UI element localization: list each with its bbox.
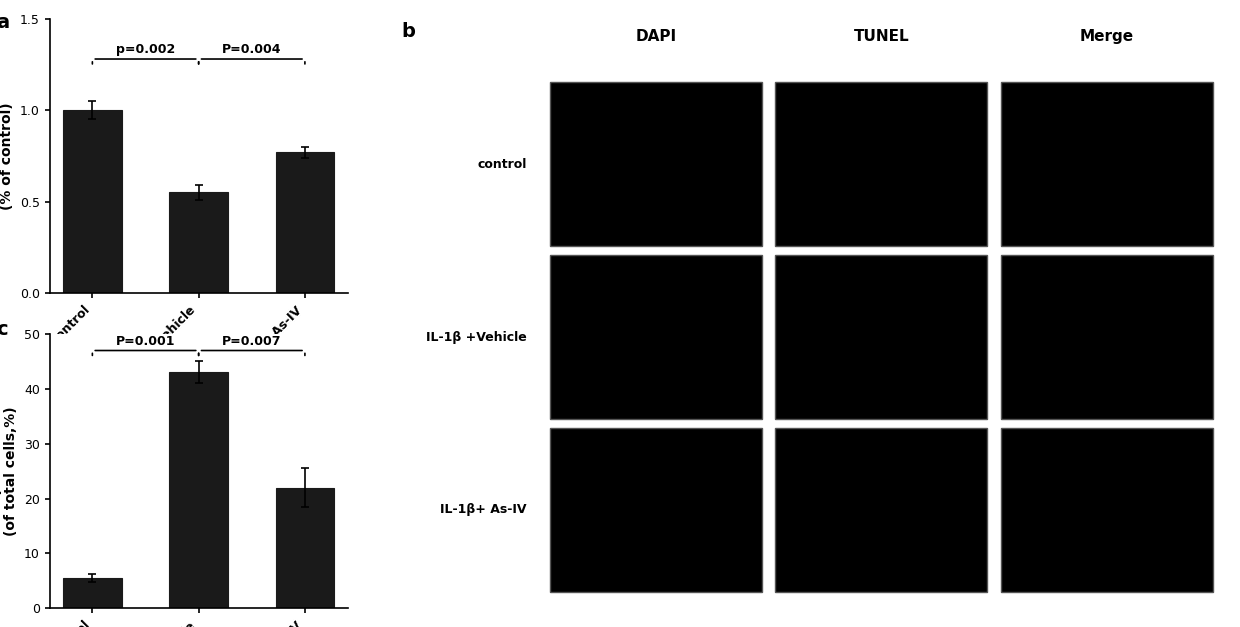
- Text: P=0.001: P=0.001: [115, 335, 175, 348]
- Text: b: b: [402, 22, 415, 41]
- FancyBboxPatch shape: [549, 255, 761, 419]
- Bar: [170, 372, 228, 608]
- Y-axis label: Cell viability
(% of control): Cell viability (% of control): [0, 102, 15, 209]
- FancyBboxPatch shape: [775, 83, 987, 246]
- FancyBboxPatch shape: [775, 428, 987, 592]
- FancyBboxPatch shape: [549, 428, 761, 592]
- Bar: [275, 152, 334, 293]
- Text: IL-1β +Vehicle: IL-1β +Vehicle: [425, 330, 527, 344]
- Bar: [275, 488, 334, 608]
- Text: P=0.004: P=0.004: [222, 43, 281, 56]
- Bar: [63, 578, 122, 608]
- FancyBboxPatch shape: [1001, 428, 1213, 592]
- Text: DAPI: DAPI: [635, 29, 677, 44]
- Bar: [63, 110, 122, 293]
- Text: P=0.007: P=0.007: [222, 335, 281, 348]
- Text: a: a: [0, 13, 9, 33]
- Text: IL-1β+ As-IV: IL-1β+ As-IV: [440, 503, 527, 517]
- Bar: [170, 192, 228, 293]
- Text: Merge: Merge: [1080, 29, 1133, 44]
- FancyBboxPatch shape: [1001, 255, 1213, 419]
- Text: TUNEL: TUNEL: [853, 29, 909, 44]
- Y-axis label: TUNEL positive cells
(of total cells,%): TUNEL positive cells (of total cells,%): [0, 392, 19, 550]
- FancyBboxPatch shape: [775, 255, 987, 419]
- FancyBboxPatch shape: [1001, 83, 1213, 246]
- Text: p=0.002: p=0.002: [115, 43, 175, 56]
- FancyBboxPatch shape: [549, 83, 761, 246]
- Text: c: c: [0, 320, 7, 339]
- Text: control: control: [477, 157, 527, 171]
